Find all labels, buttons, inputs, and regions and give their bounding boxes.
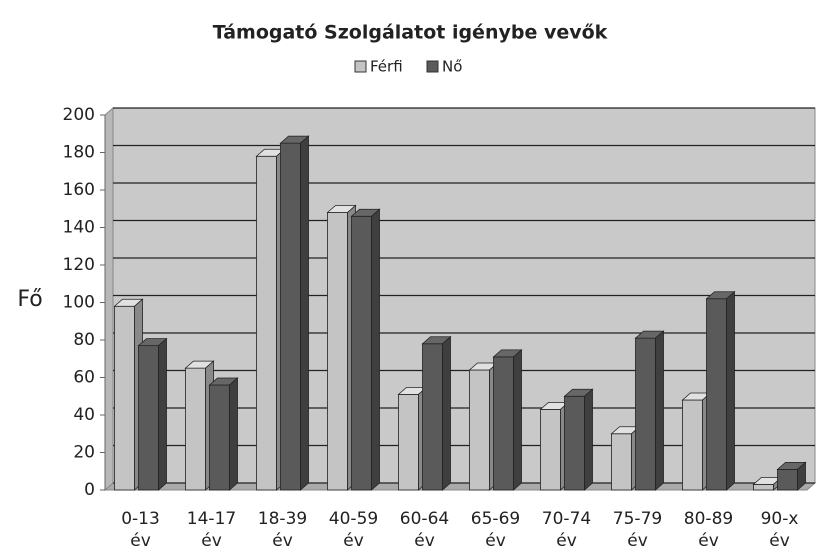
bar-side: [726, 290, 735, 491]
y-tick-label: 0: [84, 480, 95, 500]
x-tick-label: 75-79 év: [612, 509, 663, 551]
bar-side: [797, 461, 806, 491]
x-tick-label: 60-64 év: [399, 509, 450, 551]
y-tick-label: 160: [63, 180, 95, 200]
x-tick-label: 0-13 év: [121, 509, 160, 551]
bar: [209, 384, 230, 491]
x-tick-label: 70-74 év: [541, 509, 592, 551]
y-tick-label: 180: [63, 143, 95, 163]
legend-swatch: [354, 60, 367, 73]
bar: [351, 215, 372, 491]
bar: [256, 155, 277, 491]
bar: [564, 395, 585, 491]
bar: [611, 433, 632, 491]
bar-side: [513, 348, 522, 491]
bar: [469, 369, 490, 491]
bar-side: [371, 208, 380, 491]
y-tick-label: 100: [63, 293, 95, 313]
bar-side: [655, 330, 664, 491]
bar-side: [442, 335, 451, 491]
bar: [540, 408, 561, 491]
bar: [280, 142, 301, 491]
y-tick-label: 60: [73, 368, 95, 388]
bar: [753, 483, 774, 491]
y-tick-label: 80: [73, 330, 95, 350]
y-tick-label: 140: [63, 218, 95, 238]
y-tick-label: 40: [73, 405, 95, 425]
bar-side: [229, 377, 238, 491]
x-tick-label: 18-39 év: [257, 509, 308, 551]
y-tick-label: 120: [63, 255, 95, 275]
y-axis-label: Fő: [17, 287, 42, 312]
x-tick-label: 90-x év: [760, 509, 799, 551]
bar: [777, 468, 798, 491]
bar: [422, 343, 443, 491]
plot-side-wall: [104, 106, 114, 492]
x-tick-label: 80-89 év: [683, 509, 734, 551]
bar: [493, 356, 514, 491]
bar: [138, 345, 159, 491]
bar-side: [300, 135, 309, 491]
bar-side: [158, 337, 167, 491]
legend-label: Nő: [442, 58, 462, 76]
chart-title: Támogató Szolgálatot igénybe vevők: [213, 22, 608, 44]
bar-side: [584, 388, 593, 491]
x-tick-label: 14-17 év: [186, 509, 237, 551]
bar: [185, 367, 206, 491]
legend-swatch: [426, 60, 439, 73]
x-tick-label: 40-59 év: [328, 509, 379, 551]
x-tick-label: 65-69 év: [470, 509, 521, 551]
bar: [682, 399, 703, 491]
legend-label: Férfi: [370, 58, 403, 76]
bar: [635, 337, 656, 491]
bar: [398, 393, 419, 491]
y-tick-label: 200: [63, 105, 95, 125]
bar: [327, 212, 348, 491]
bar: [706, 298, 727, 491]
y-tick-label: 20: [73, 443, 95, 463]
bar: [114, 305, 135, 491]
